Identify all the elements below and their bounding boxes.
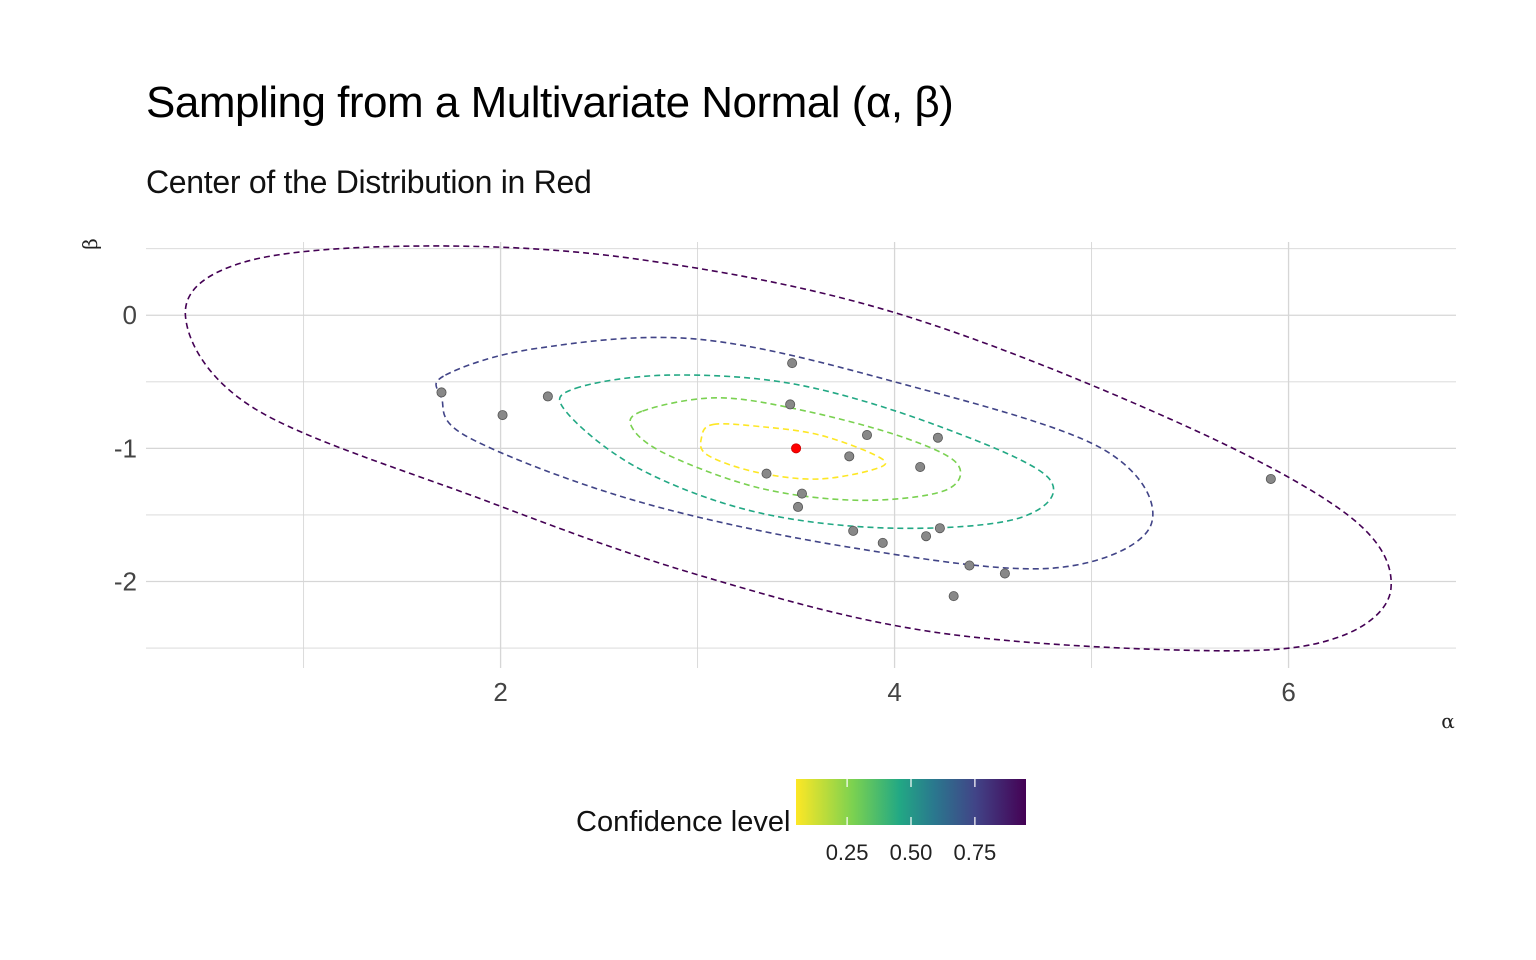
sample-point bbox=[877, 537, 888, 548]
sample-point bbox=[844, 451, 855, 462]
legend-colorbar: 0.25 0.50 0.75 bbox=[796, 779, 1026, 865]
sample-point bbox=[861, 430, 872, 441]
confidence-ellipse bbox=[435, 336, 1154, 570]
sample-point bbox=[761, 468, 772, 479]
y-tick-label: 0 bbox=[123, 300, 137, 330]
sample-point bbox=[796, 488, 807, 499]
confidence-ellipse bbox=[558, 374, 1055, 530]
y-tick-label: -1 bbox=[114, 433, 137, 463]
sample-point bbox=[848, 525, 859, 536]
sample-point bbox=[436, 387, 447, 398]
x-tick-label: 4 bbox=[887, 677, 901, 707]
confidence-ellipse bbox=[629, 396, 962, 502]
point-layer bbox=[436, 358, 1276, 602]
sample-point bbox=[964, 560, 975, 571]
y-axis-title: β bbox=[78, 238, 102, 250]
sample-point bbox=[948, 591, 959, 602]
chart-title: Sampling from a Multivariate Normal (α, … bbox=[146, 78, 954, 127]
sample-point bbox=[934, 523, 945, 534]
sample-point bbox=[787, 358, 798, 369]
legend-tick-label: 0.75 bbox=[953, 840, 996, 865]
sample-point bbox=[793, 501, 804, 512]
y-tick-label: -2 bbox=[114, 566, 137, 596]
sample-point bbox=[921, 531, 932, 542]
sample-point bbox=[497, 410, 508, 421]
legend-title: Confidence level bbox=[576, 806, 791, 838]
x-tick-label: 2 bbox=[493, 677, 507, 707]
sample-point bbox=[999, 568, 1010, 579]
ellipse-layer bbox=[184, 245, 1392, 652]
sample-point bbox=[542, 391, 553, 402]
grid-layer bbox=[146, 242, 1456, 668]
sample-point bbox=[785, 399, 796, 410]
chart-subtitle: Center of the Distribution in Red bbox=[146, 164, 592, 200]
confidence-ellipse bbox=[699, 423, 887, 480]
sample-point bbox=[1265, 473, 1276, 484]
sample-point bbox=[932, 432, 943, 443]
x-tick-label: 6 bbox=[1281, 677, 1295, 707]
x-axis-title: α bbox=[1441, 709, 1455, 733]
legend-tick-label: 0.50 bbox=[890, 840, 933, 865]
confidence-ellipse bbox=[184, 245, 1392, 652]
legend-tick-label: 0.25 bbox=[826, 840, 869, 865]
tick-layer: 2 4 6 0 -1 -2 bbox=[114, 300, 1296, 707]
sample-point bbox=[915, 461, 926, 472]
center-point bbox=[791, 443, 802, 454]
